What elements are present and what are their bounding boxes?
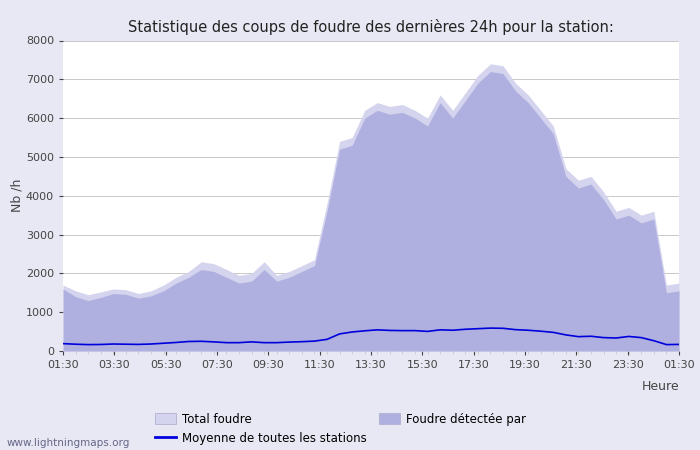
Text: Heure: Heure bbox=[641, 380, 679, 393]
Y-axis label: Nb /h: Nb /h bbox=[10, 179, 23, 212]
Title: Statistique des coups de foudre des dernières 24h pour la station:: Statistique des coups de foudre des dern… bbox=[128, 19, 614, 35]
Legend: Total foudre, Moyenne de toutes les stations, Foudre détectée par: Total foudre, Moyenne de toutes les stat… bbox=[155, 413, 526, 445]
Text: www.lightningmaps.org: www.lightningmaps.org bbox=[7, 438, 130, 448]
